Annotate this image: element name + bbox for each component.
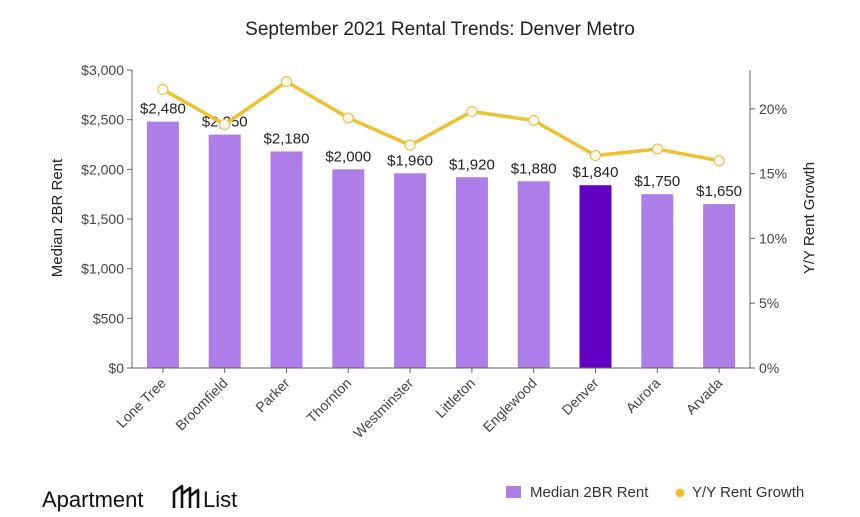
growth-point-lone-tree [157,83,169,96]
brand-name-left: Apartment [42,487,144,512]
y2-tick-label: 20% [759,101,787,117]
growth-line-layer [157,76,725,167]
x-tick-label: Broomfield [172,375,231,434]
bar-value-label: $2,180 [264,130,310,147]
bar-arvada [703,204,736,368]
growth-point-thornton [342,112,354,124]
bar-value-label: $1,650 [696,183,742,200]
legend-line-swatch [675,488,685,498]
bar-aurora [641,194,674,368]
bar-value-label: $2,480 [140,101,186,118]
bar-value-label: $2,000 [325,148,371,165]
brand-logo: Apartment List [42,484,237,512]
legend-line-label: Y/Y Rent Growth [692,484,804,501]
growth-line [162,79,720,163]
bar-englewood [517,181,550,368]
bar-value-label: $1,880 [511,160,557,177]
y-tick-label: $3,000 [81,62,124,78]
x-tick-label: Lone Tree [113,375,169,431]
growth-point-arvada [713,155,725,167]
apartment-list-logo-icon [172,484,200,508]
growth-point-westminster [404,139,416,151]
growth-point-littleton [466,105,478,118]
bar-westminster [394,173,427,368]
x-tick-label: Littleton [432,375,478,421]
y-tick-label: $2,000 [81,161,124,177]
growth-point-broomfield [219,118,231,131]
y2-tick-label: 10% [759,230,787,246]
x-tick-label: Parker [252,375,293,416]
y-tick-label: $500 [93,310,124,326]
bar-lone-tree [146,121,179,368]
y-axis-title: Median 2BR Rent [49,158,66,277]
chart-title: September 2021 Rental Trends: Denver Met… [245,19,635,40]
growth-point-parker [280,76,293,88]
growth-point-englewood [528,114,540,127]
x-tick-label: Denver [558,375,601,418]
x-tick-label: Aurora [622,375,663,416]
y2-axis-title: Y/Y Rent Growth [801,162,818,274]
growth-point-denver [589,149,602,162]
y2-tick-label: 0% [759,360,779,376]
bar-value-label: $1,960 [387,152,433,169]
legend: Median 2BR Rent Y/Y Rent Growth [506,484,804,501]
bars-layer: $2,480$2,350$2,180$2,000$1,960$1,920$1,8… [140,101,742,368]
x-tick-label: Thornton [303,375,354,426]
x-tick-label: Arvada [683,375,726,418]
y2-tick-label: 15% [759,166,787,182]
legend-bar-swatch [506,486,521,498]
bar-value-label: $1,750 [634,173,680,190]
bar-denver [579,185,612,368]
y-tick-label: $0 [108,360,124,376]
bar-parker [270,151,303,368]
bar-thornton [332,169,365,368]
legend-bar-label: Median 2BR Rent [530,484,649,501]
y-tick-label: $1,500 [81,211,124,227]
bar-value-label: $1,920 [449,156,495,173]
brand-name-right: List [203,487,237,512]
y2-tick-label: 5% [759,295,779,311]
bar-littleton [455,177,488,368]
x-tick-label: Englewood [480,375,540,435]
x-tick-label: Westminster [350,375,416,441]
y-tick-label: $2,500 [81,112,124,128]
bar-value-label: $1,840 [573,164,619,181]
bar-broomfield [208,134,241,368]
y-tick-label: $1,000 [81,261,124,277]
axes-layer: $0 $500 $1,000 $1,500 $2,000 $2,500 $3,000 0% 5%… [81,62,787,441]
growth-point-aurora [651,143,663,155]
